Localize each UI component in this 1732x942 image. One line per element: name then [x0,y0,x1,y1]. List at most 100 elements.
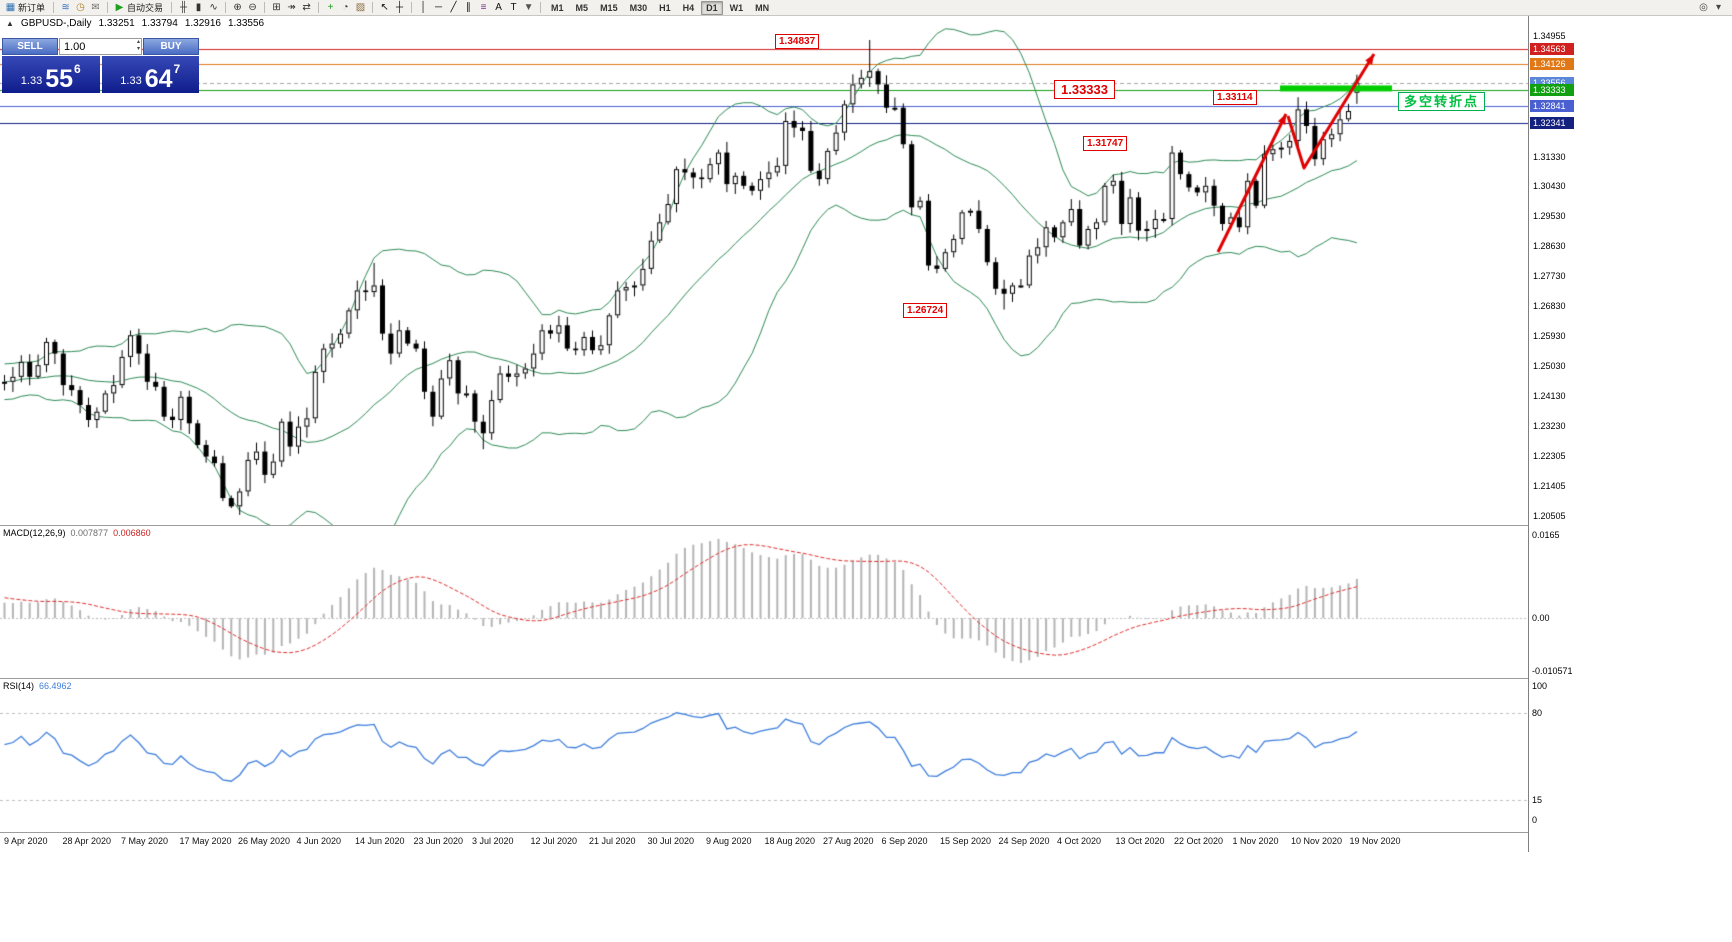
buy-price-main: 64 [144,65,173,93]
timeframe-m30-button[interactable]: M30 [629,2,648,13]
template-icon[interactable]: ▨ [355,1,366,13]
search-icon[interactable]: ◎ [1699,2,1708,13]
bar-chart-icon[interactable]: ╫ [179,1,188,13]
date-label[interactable]: 26 May 2020 [238,836,291,846]
alerts-icon[interactable]: ◷ [76,1,85,13]
timeframe-w1-button[interactable]: W1 [729,2,744,13]
sell-price-box[interactable]: 1.33 55 6 [2,56,100,93]
mail-icon[interactable]: ✉ [91,1,100,13]
macd-axis-label: 0.0165 [1532,530,1560,541]
date-label[interactable]: 1 Nov 2020 [1232,836,1279,846]
toolbar-more-icon[interactable]: ▾ [1715,2,1722,13]
timeframe-m5-button[interactable]: M5 [575,2,589,13]
macd-panel-separator[interactable] [0,525,1575,526]
date-label[interactable]: 15 Sep 2020 [940,836,992,846]
periods-icon[interactable]: ◔ [342,1,349,13]
auto-scroll-icon[interactable]: ↠ [287,1,296,13]
line-chart-icon[interactable]: ∿ [209,1,218,13]
price-tick: 1.23230 [1533,420,1566,431]
zoom-in-icon[interactable]: ⊕ [233,1,242,13]
time-axis-separator [0,832,1575,833]
toolbar-separator [318,2,320,13]
horizontal-line-icon[interactable]: ─ [434,1,443,13]
price-axis[interactable]: 1.34955 1.31330 1.30430 1.29530 1.28630 1.277… [1528,16,1575,852]
sell-price-main: 55 [45,65,74,93]
date-label[interactable]: 4 Oct 2020 [1057,836,1102,846]
auto-trading-label[interactable]: 自动交易 [127,3,164,13]
price-axis-badge: 1.32341 [1530,116,1574,129]
macd-indicator-canvas[interactable] [0,525,1528,678]
vertical-line-icon[interactable]: │ [420,1,427,13]
crosshair-icon[interactable]: ┼ [395,1,404,13]
date-label[interactable]: 18 Aug 2020 [764,836,816,846]
price-tick: 1.22305 [1533,451,1566,462]
date-label[interactable]: 9 Aug 2020 [706,836,752,846]
buy-price-pip: 7 [173,62,181,76]
price-tick: 1.31330 [1533,151,1566,162]
date-label[interactable]: 4 Jun 2020 [296,836,342,846]
rsi-indicator-canvas[interactable] [0,678,1528,832]
date-label[interactable]: 7 May 2020 [121,836,169,846]
date-label[interactable]: 23 Jun 2020 [413,836,464,846]
price-axis-badge: 1.34126 [1530,57,1574,70]
trendline-icon[interactable]: ╱ [450,1,457,13]
timeframe-h1-button[interactable]: H1 [659,2,671,13]
date-label[interactable]: 10 Nov 2020 [1291,836,1343,846]
price-axis-badge: 1.32841 [1530,100,1574,113]
rsi-panel-separator[interactable] [0,678,1575,679]
shapes-dropdown-icon[interactable]: ▼ [523,1,534,13]
sell-button[interactable]: SELL [2,38,58,55]
date-label[interactable]: 21 Jul 2020 [589,836,636,846]
date-label[interactable]: 14 Jun 2020 [355,836,405,846]
macd-label: MACD(12,26,9) 0.007877 0.006860 [3,528,151,538]
zoom-out-icon[interactable]: ⊖ [248,1,257,13]
turning-point-label: 多空转折点 [1398,92,1486,111]
main-chart-canvas[interactable] [0,16,1528,525]
date-label[interactable]: 24 Sep 2020 [998,836,1050,846]
date-label[interactable]: 6 Sep 2020 [881,836,928,846]
timeframe-h4-button[interactable]: H4 [682,2,695,13]
new-order-label[interactable]: 新订单 [18,3,46,13]
buy-price-box[interactable]: 1.33 64 7 [101,56,199,93]
market-depth-icon[interactable]: ≋ [61,1,70,13]
date-label[interactable]: 28 Apr 2020 [62,836,112,846]
timeframe-d1-button[interactable]: D1 [701,0,723,15]
rsi-axis-label: 15 [1532,794,1543,805]
cursor-icon[interactable]: ↖ [380,1,389,13]
toolbar-separator [372,2,374,13]
timeframe-mn-button[interactable]: MN [755,2,770,13]
price-axis-badge: 1.33333 [1530,83,1574,96]
date-label[interactable]: 22 Oct 2020 [1174,836,1224,846]
toolbar-separator [53,2,55,13]
price-tick: 1.29530 [1533,211,1566,222]
buy-button[interactable]: BUY [143,38,199,55]
price-tick: 1.34955 [1533,31,1566,42]
timeframe-m1-button[interactable]: M1 [551,2,564,13]
date-label[interactable]: 12 Jul 2020 [530,836,578,846]
price-annotation: 1.33114 [1213,90,1257,105]
text-label-icon[interactable]: T [510,1,517,13]
date-label[interactable]: 27 Aug 2020 [823,836,874,846]
timeframe-m15-button[interactable]: M15 [600,2,618,13]
date-label[interactable]: 30 Jul 2020 [647,836,695,846]
chart-shift-icon[interactable]: ⇄ [302,1,311,13]
collapse-trade-panel-icon[interactable]: ▲ [6,19,14,28]
channel-icon[interactable]: ∥ [466,1,472,13]
date-label[interactable]: 13 Oct 2020 [1115,836,1165,846]
new-order-icon[interactable]: ▦ [5,1,16,13]
symbol-name: GBPUSD-,Daily [20,18,92,29]
candlestick-chart-icon[interactable]: ▮ [195,1,202,13]
tile-windows-icon[interactable]: ⊞ [272,1,281,13]
fibonacci-icon[interactable]: ≡ [480,1,487,13]
lot-size-input[interactable] [60,39,141,54]
text-icon[interactable]: A [495,1,502,13]
lot-size-field: ▴▾ [59,38,142,55]
lot-spinner[interactable]: ▴ ▾ [136,39,140,52]
date-label[interactable]: 19 Nov 2020 [1349,836,1401,846]
autotrading-play-icon[interactable]: ▶ [115,1,124,13]
date-label[interactable]: 17 May 2020 [179,836,232,846]
date-label[interactable]: 9 Apr 2020 [4,836,48,846]
date-label[interactable]: 3 Jul 2020 [472,836,514,846]
add-indicator-icon[interactable]: + [327,1,334,13]
